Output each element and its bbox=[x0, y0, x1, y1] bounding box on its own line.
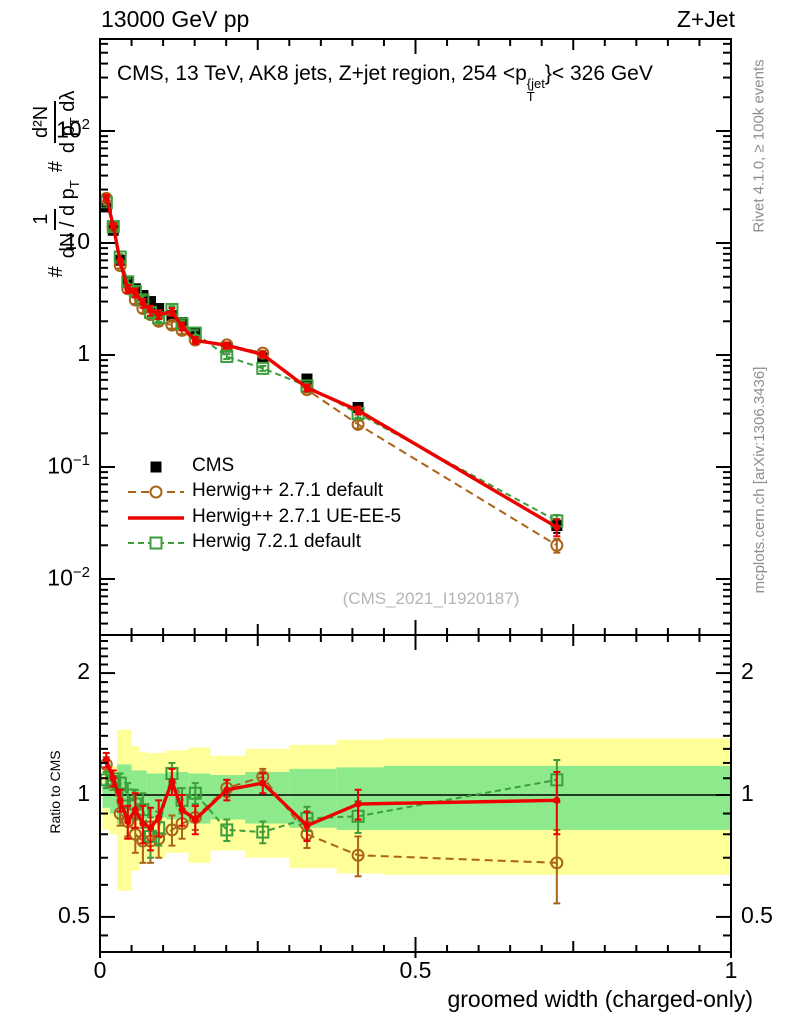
hash-symbol: # bbox=[44, 266, 67, 278]
legend-label-cms: CMS bbox=[192, 455, 235, 476]
beam-energy-label: 13000 GeV pp bbox=[101, 6, 250, 32]
analysis-watermark: (CMS_2021_I1920187) bbox=[342, 589, 520, 608]
pt-superscript: {jet bbox=[526, 76, 545, 91]
pt-symbol: p {jet T bbox=[515, 62, 545, 104]
hash-symbol: # bbox=[44, 161, 67, 173]
ratio-y-axis-title: Ratio to CMS bbox=[47, 750, 63, 834]
mcplots-arxiv-text: mcplots.cern.ch [arXiv:1306.3436] bbox=[751, 366, 768, 594]
yaxis-fraction-1: 1 dN / d pT bbox=[30, 180, 82, 259]
panel-title-tail: }< 326 GeV bbox=[544, 62, 653, 85]
rivet-version-text: Rivet 4.1.0, ≥ 100k events bbox=[750, 59, 768, 233]
yaxis-fraction-2: d²N d pT dλ bbox=[30, 90, 82, 154]
main-y-axis-title: # 1 dN / d pT # d²N d pT dλ bbox=[27, 26, 85, 336]
panel-title: CMS, 13 TeV, AK8 jets, Z+jet region, 254… bbox=[117, 62, 653, 103]
process-label: Z+Jet bbox=[676, 6, 735, 32]
panel-title-text: CMS, 13 TeV, AK8 jets, Z+jet region, 254… bbox=[117, 62, 516, 85]
legend-label-herwigpp-ueee5: Herwig++ 2.7.1 UE-EE-5 bbox=[192, 506, 402, 527]
pt-subscript: T bbox=[526, 89, 535, 104]
legend-label-herwigpp-default: Herwig++ 2.7.1 default bbox=[192, 480, 384, 501]
legend-label-herwig7-default: Herwig 7.2.1 default bbox=[192, 531, 361, 552]
x-axis-title: groomed width (charged-only) bbox=[447, 986, 753, 1012]
